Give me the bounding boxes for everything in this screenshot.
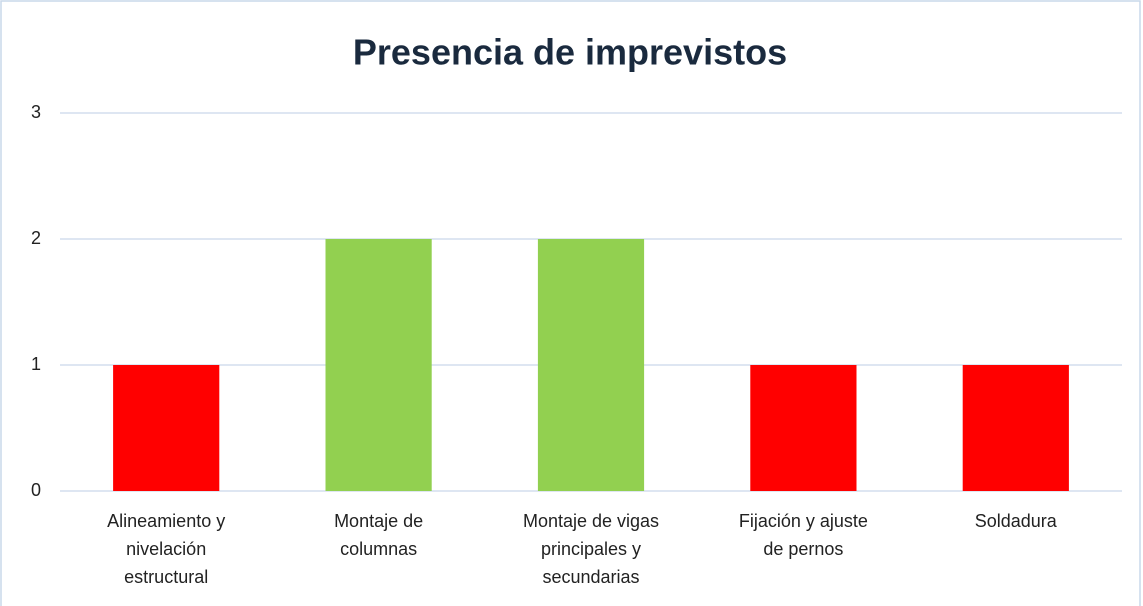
x-tick-label: Montaje de vigas principales y secundarias: [523, 511, 659, 587]
x-tick-label: Alineamiento y nivelación estructural: [107, 511, 225, 587]
y-tick-label: 2: [31, 228, 41, 248]
x-tick-label: Fijación y ajuste de pernos: [739, 511, 868, 559]
bar: [537, 239, 645, 491]
x-tick-label: Soldadura: [975, 511, 1058, 531]
y-tick-label: 0: [31, 480, 41, 500]
bar: [113, 365, 220, 491]
y-tick-label: 1: [31, 354, 41, 374]
bar: [325, 239, 432, 491]
x-tick-label: Montaje de columnas: [334, 511, 423, 559]
y-tick-label: 3: [31, 102, 41, 122]
bar: [962, 365, 1069, 491]
bar: [750, 365, 857, 491]
chart-title: Presencia de imprevistos: [353, 32, 787, 73]
